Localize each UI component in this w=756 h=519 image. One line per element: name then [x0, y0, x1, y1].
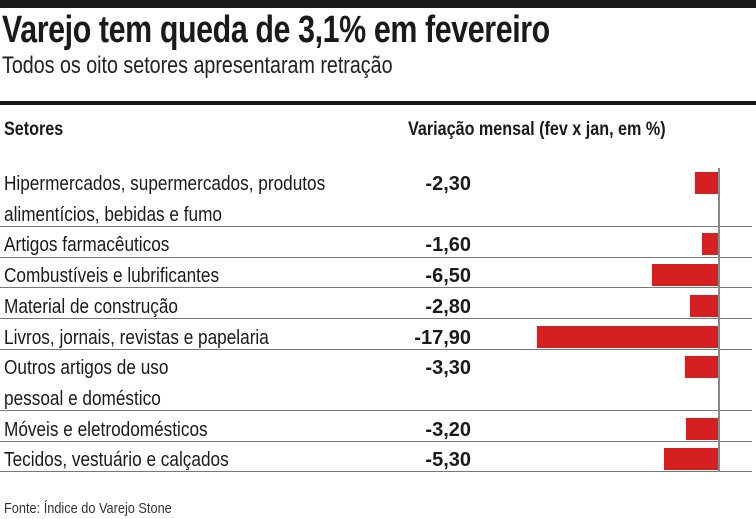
sector-label-line: Livros, jornais, revistas e papelaria [4, 326, 269, 349]
top-bar [0, 0, 756, 8]
table-row: Material de construção -2,80 [0, 289, 752, 319]
sector-label: Artigos farmacêuticos [4, 230, 169, 261]
bar [652, 264, 718, 287]
value-label: -5,30 [425, 449, 471, 472]
table-row: Outros artigos de uso pessoal e doméstico… [0, 350, 752, 414]
column-header-sectors: Setores [4, 119, 64, 140]
table-row: Livros, jornais, revistas e papelaria -17… [0, 320, 752, 350]
table-row: Hipermercados, supermercados, produtos al… [0, 166, 752, 227]
value-label: -3,20 [425, 418, 471, 441]
value-label: -2,80 [425, 295, 471, 318]
sector-label: Combustíveis e lubrificantes [4, 261, 219, 292]
zero-axis-line [718, 168, 720, 472]
sector-label-line: Outros artigos de uso [4, 357, 169, 380]
value-label: -3,30 [425, 357, 471, 380]
value-label: -17,90 [414, 326, 471, 349]
table-row: Artigos farmacêuticos -1,60 [0, 227, 752, 258]
table-row: Tecidos, vestuário e calçados -5,30 [0, 442, 752, 473]
bar [537, 325, 718, 348]
sector-label-line: Hipermercados, supermercados, produtos [4, 173, 326, 195]
bar [685, 417, 718, 440]
sector-label-line: Material de construção [4, 295, 179, 318]
sector-label-line: Tecidos, vestuário e calçados [4, 449, 229, 472]
sector-label-line: Combustíveis e lubrificantes [4, 265, 220, 288]
sector-label-line: alimentícios, bebidas e fumo [4, 203, 222, 226]
source-note: Fonte: Índice do Varejo Stone [4, 500, 172, 517]
chart-title: Varejo tem queda de 3,1% em fevereiro [2, 9, 550, 51]
column-header-variation: Variação mensal (fev x jan, em %) [408, 119, 666, 140]
sector-label: Material de construção [4, 292, 178, 323]
table-row: Móveis e eletrodomésticos -3,20 [0, 412, 752, 442]
bar [684, 356, 718, 379]
value-label: -2,30 [425, 173, 471, 195]
bar [701, 233, 718, 256]
sector-label-line: Móveis e eletrodomésticos [4, 418, 208, 441]
chart-subtitle: Todos os oito setores apresentaram retra… [2, 52, 393, 79]
sector-label: Livros, jornais, revistas e papelaria [4, 323, 269, 354]
sector-label: Móveis e eletrodomésticos [4, 415, 208, 446]
bar [689, 294, 718, 317]
bar [694, 172, 718, 194]
header-rule [0, 101, 756, 105]
value-label: -6,50 [425, 265, 471, 288]
value-label: -1,60 [425, 234, 471, 257]
sector-label: Hipermercados, supermercados, produtos al… [4, 169, 325, 230]
sector-label-line: Artigos farmacêuticos [4, 234, 170, 257]
table-row: Combustíveis e lubrificantes -6,50 [0, 258, 752, 289]
sector-label-line: pessoal e doméstico [4, 387, 161, 410]
sector-label: Outros artigos de uso pessoal e doméstico [4, 353, 168, 414]
bar [664, 448, 718, 471]
sector-label: Tecidos, vestuário e calçados [4, 445, 229, 476]
